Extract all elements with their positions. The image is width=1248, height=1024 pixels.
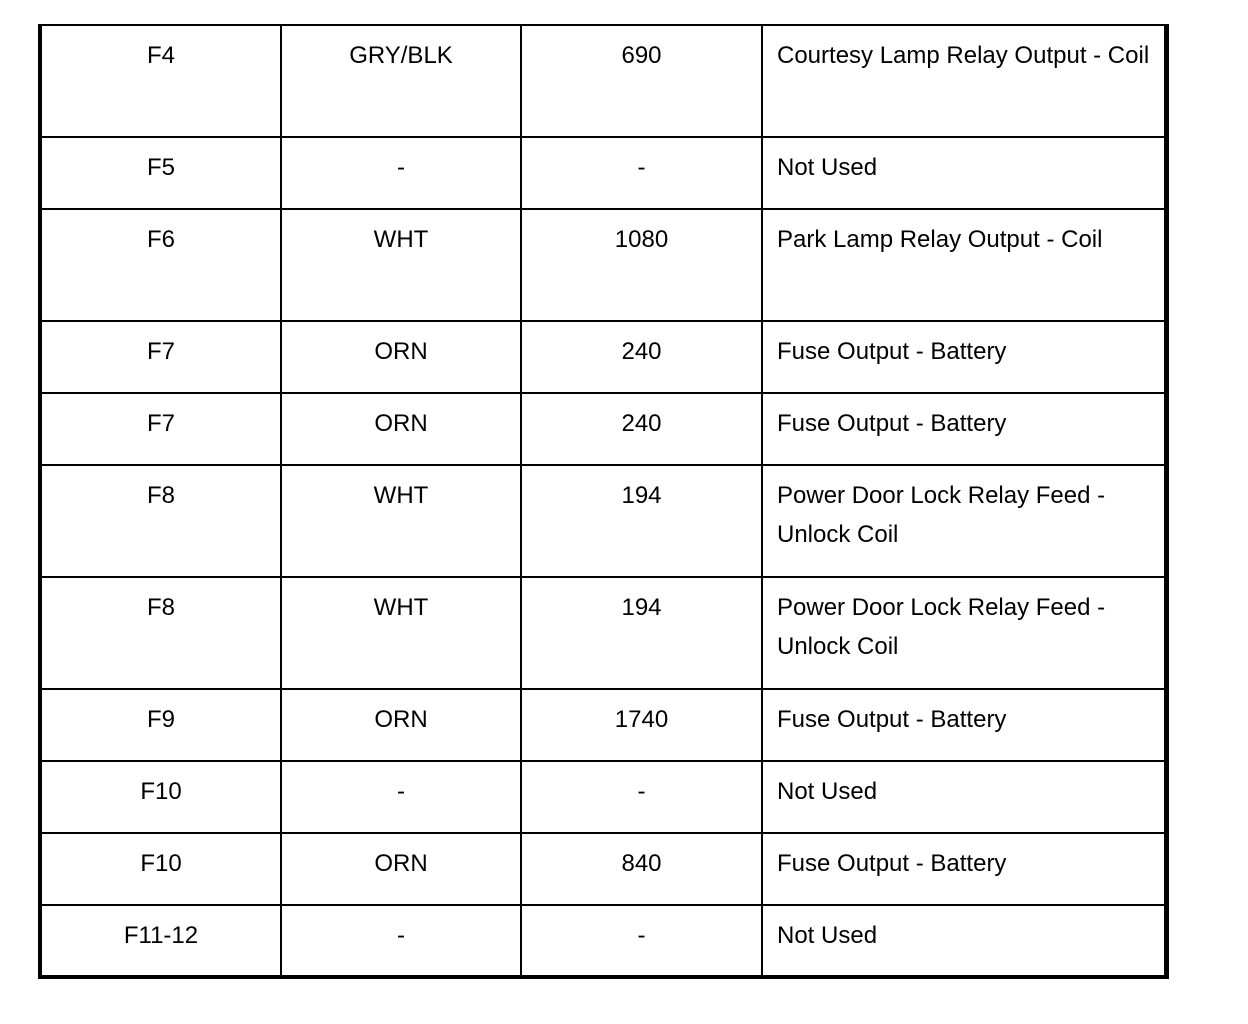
- circuit-cell: 240: [520, 392, 763, 466]
- function-cell: Power Door Lock Relay Feed - Unlock Coil: [761, 576, 1167, 690]
- function-cell: Courtesy Lamp Relay Output - Coil: [761, 24, 1167, 138]
- function-cell: Fuse Output - Battery: [761, 832, 1167, 906]
- circuit-cell: 1740: [520, 688, 763, 762]
- table-row: F5- - Not Used: [39, 136, 1167, 210]
- pin-cell: F7: [39, 392, 282, 466]
- pin-cell: F9: [39, 688, 282, 762]
- wire-color-cell: WHT: [280, 576, 522, 690]
- table-row: F7 ORN 240 Fuse Output - Battery: [39, 320, 1167, 394]
- circuit-cell: 1080: [520, 208, 763, 322]
- function-cell: Not Used: [761, 136, 1167, 210]
- table-row: F8 WHT 194 Power Door Lock Relay Feed - Unl…: [39, 576, 1167, 690]
- pin-cell: F8: [39, 464, 282, 578]
- function-cell: Not Used: [761, 904, 1167, 978]
- circuit-cell: -: [520, 136, 763, 210]
- circuit-cell: 194: [520, 464, 763, 578]
- pin-cell: F10: [39, 760, 282, 834]
- wire-color-cell: -: [280, 136, 522, 210]
- table-row: F8 WHT 194 Power Door Lock Relay Feed - Unl…: [39, 464, 1167, 578]
- table-row: F7 ORN 240 Fuse Output - Battery: [39, 392, 1167, 466]
- table-row: F4 GRY/BLK 690 Courtesy Lamp Relay Output -…: [39, 24, 1167, 138]
- table-row: F6 WHT 1080 Park Lamp Relay Output - Coil: [39, 208, 1167, 322]
- wire-color-cell: ORN: [280, 392, 522, 466]
- circuit-cell: 194: [520, 576, 763, 690]
- wire-color-cell: -: [280, 904, 522, 978]
- table-row: F11-12- - Not Used: [39, 904, 1167, 978]
- function-cell: Fuse Output - Battery: [761, 688, 1167, 762]
- function-cell: Fuse Output - Battery: [761, 392, 1167, 466]
- function-cell: Power Door Lock Relay Feed - Unlock Coil: [761, 464, 1167, 578]
- table-body: F4 GRY/BLK 690 Courtesy Lamp Relay Output -…: [39, 24, 1167, 978]
- wire-color-cell: ORN: [280, 320, 522, 394]
- circuit-cell: 240: [520, 320, 763, 394]
- circuit-cell: -: [520, 904, 763, 978]
- table-row: F9 ORN 1740 Fuse Output - Battery: [39, 688, 1167, 762]
- pin-cell: F7: [39, 320, 282, 394]
- pin-cell: F4: [39, 24, 282, 138]
- wire-color-cell: ORN: [280, 688, 522, 762]
- circuit-cell: 840: [520, 832, 763, 906]
- pin-cell: F8: [39, 576, 282, 690]
- pin-cell: F10: [39, 832, 282, 906]
- function-cell: Not Used: [761, 760, 1167, 834]
- function-cell: Park Lamp Relay Output - Coil: [761, 208, 1167, 322]
- pin-cell: F6: [39, 208, 282, 322]
- wire-color-cell: GRY/BLK: [280, 24, 522, 138]
- circuit-cell: 690: [520, 24, 763, 138]
- function-cell: Fuse Output - Battery: [761, 320, 1167, 394]
- table-row: F10- - Not Used: [39, 760, 1167, 834]
- wire-color-cell: WHT: [280, 464, 522, 578]
- wire-color-cell: WHT: [280, 208, 522, 322]
- connector-pinout-table: F4 GRY/BLK 690 Courtesy Lamp Relay Output -…: [38, 24, 1169, 979]
- pin-cell: F5: [39, 136, 282, 210]
- circuit-cell: -: [520, 760, 763, 834]
- wire-color-cell: ORN: [280, 832, 522, 906]
- pin-cell: F11-12: [39, 904, 282, 978]
- wire-color-cell: -: [280, 760, 522, 834]
- table-row: F10 ORN 840 Fuse Output - Battery: [39, 832, 1167, 906]
